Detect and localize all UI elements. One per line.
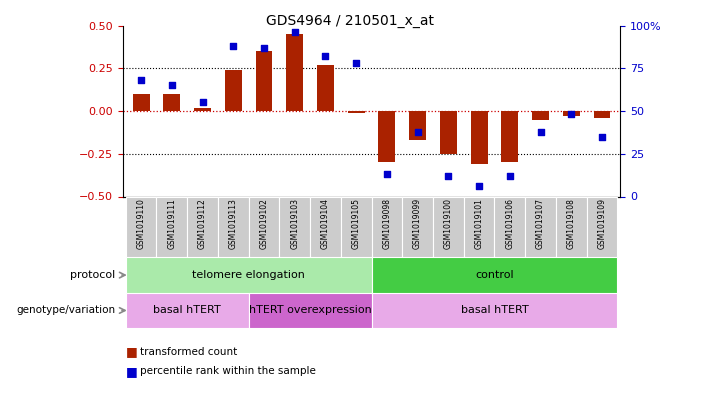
Bar xyxy=(532,111,549,119)
Bar xyxy=(225,70,242,111)
Text: control: control xyxy=(475,270,514,280)
Point xyxy=(320,53,331,59)
Point xyxy=(135,77,147,83)
Text: GSM1019104: GSM1019104 xyxy=(321,198,330,249)
Text: GSM1019111: GSM1019111 xyxy=(168,198,177,249)
Bar xyxy=(594,111,611,118)
Bar xyxy=(372,196,402,257)
Text: percentile rank within the sample: percentile rank within the sample xyxy=(140,366,316,376)
Bar xyxy=(372,257,618,293)
Bar xyxy=(256,51,273,111)
Text: transformed count: transformed count xyxy=(140,347,238,357)
Point xyxy=(566,111,577,118)
Text: GSM1019100: GSM1019100 xyxy=(444,198,453,249)
Bar xyxy=(494,196,525,257)
Point xyxy=(289,29,300,35)
Point xyxy=(504,173,515,179)
Bar xyxy=(132,94,149,111)
Text: genotype/variation: genotype/variation xyxy=(17,305,116,316)
Point xyxy=(473,183,484,189)
Text: GSM1019107: GSM1019107 xyxy=(536,198,545,249)
Point xyxy=(597,134,608,140)
Bar xyxy=(317,65,334,111)
Point xyxy=(381,171,393,177)
Text: GDS4964 / 210501_x_at: GDS4964 / 210501_x_at xyxy=(266,14,435,28)
Bar xyxy=(372,293,618,328)
Text: GSM1019099: GSM1019099 xyxy=(413,198,422,250)
Bar xyxy=(249,293,372,328)
Text: GSM1019102: GSM1019102 xyxy=(259,198,268,249)
Text: GSM1019098: GSM1019098 xyxy=(382,198,391,249)
Text: telomere elongation: telomere elongation xyxy=(192,270,305,280)
Text: GSM1019108: GSM1019108 xyxy=(566,198,576,249)
Text: GSM1019112: GSM1019112 xyxy=(198,198,207,249)
Bar xyxy=(249,196,280,257)
Text: GSM1019109: GSM1019109 xyxy=(597,198,606,249)
Bar xyxy=(218,196,249,257)
Text: GSM1019101: GSM1019101 xyxy=(475,198,484,249)
Text: GSM1019106: GSM1019106 xyxy=(505,198,515,249)
Bar xyxy=(156,196,187,257)
Bar xyxy=(341,196,372,257)
Bar xyxy=(286,34,303,111)
Point xyxy=(259,45,270,51)
Bar xyxy=(194,108,211,111)
Point xyxy=(350,60,362,66)
Bar xyxy=(433,196,463,257)
Bar xyxy=(280,196,310,257)
Point xyxy=(443,173,454,179)
Text: ■: ■ xyxy=(126,365,138,378)
Bar xyxy=(402,196,433,257)
Text: basal hTERT: basal hTERT xyxy=(154,305,221,316)
Bar xyxy=(501,111,518,162)
Text: basal hTERT: basal hTERT xyxy=(461,305,529,316)
Text: hTERT overexpression: hTERT overexpression xyxy=(249,305,372,316)
Bar xyxy=(379,111,395,162)
Bar xyxy=(125,257,372,293)
Point xyxy=(166,82,177,88)
Bar xyxy=(440,111,457,154)
Point xyxy=(412,129,423,135)
Text: GSM1019110: GSM1019110 xyxy=(137,198,146,249)
Bar xyxy=(563,111,580,116)
Point xyxy=(535,129,546,135)
Text: protocol: protocol xyxy=(70,270,116,280)
Text: ■: ■ xyxy=(126,345,138,358)
Text: GSM1019105: GSM1019105 xyxy=(352,198,361,249)
Text: GSM1019113: GSM1019113 xyxy=(229,198,238,249)
Bar xyxy=(187,196,218,257)
Bar xyxy=(163,94,180,111)
Bar xyxy=(470,111,487,164)
Point xyxy=(197,99,208,106)
Bar xyxy=(348,111,365,113)
Bar xyxy=(525,196,556,257)
Bar xyxy=(556,196,587,257)
Bar xyxy=(310,196,341,257)
Point xyxy=(228,43,239,49)
Bar xyxy=(463,196,494,257)
Bar xyxy=(125,293,249,328)
Text: GSM1019103: GSM1019103 xyxy=(290,198,299,249)
Bar xyxy=(409,111,426,140)
Bar xyxy=(125,196,156,257)
Bar xyxy=(587,196,618,257)
